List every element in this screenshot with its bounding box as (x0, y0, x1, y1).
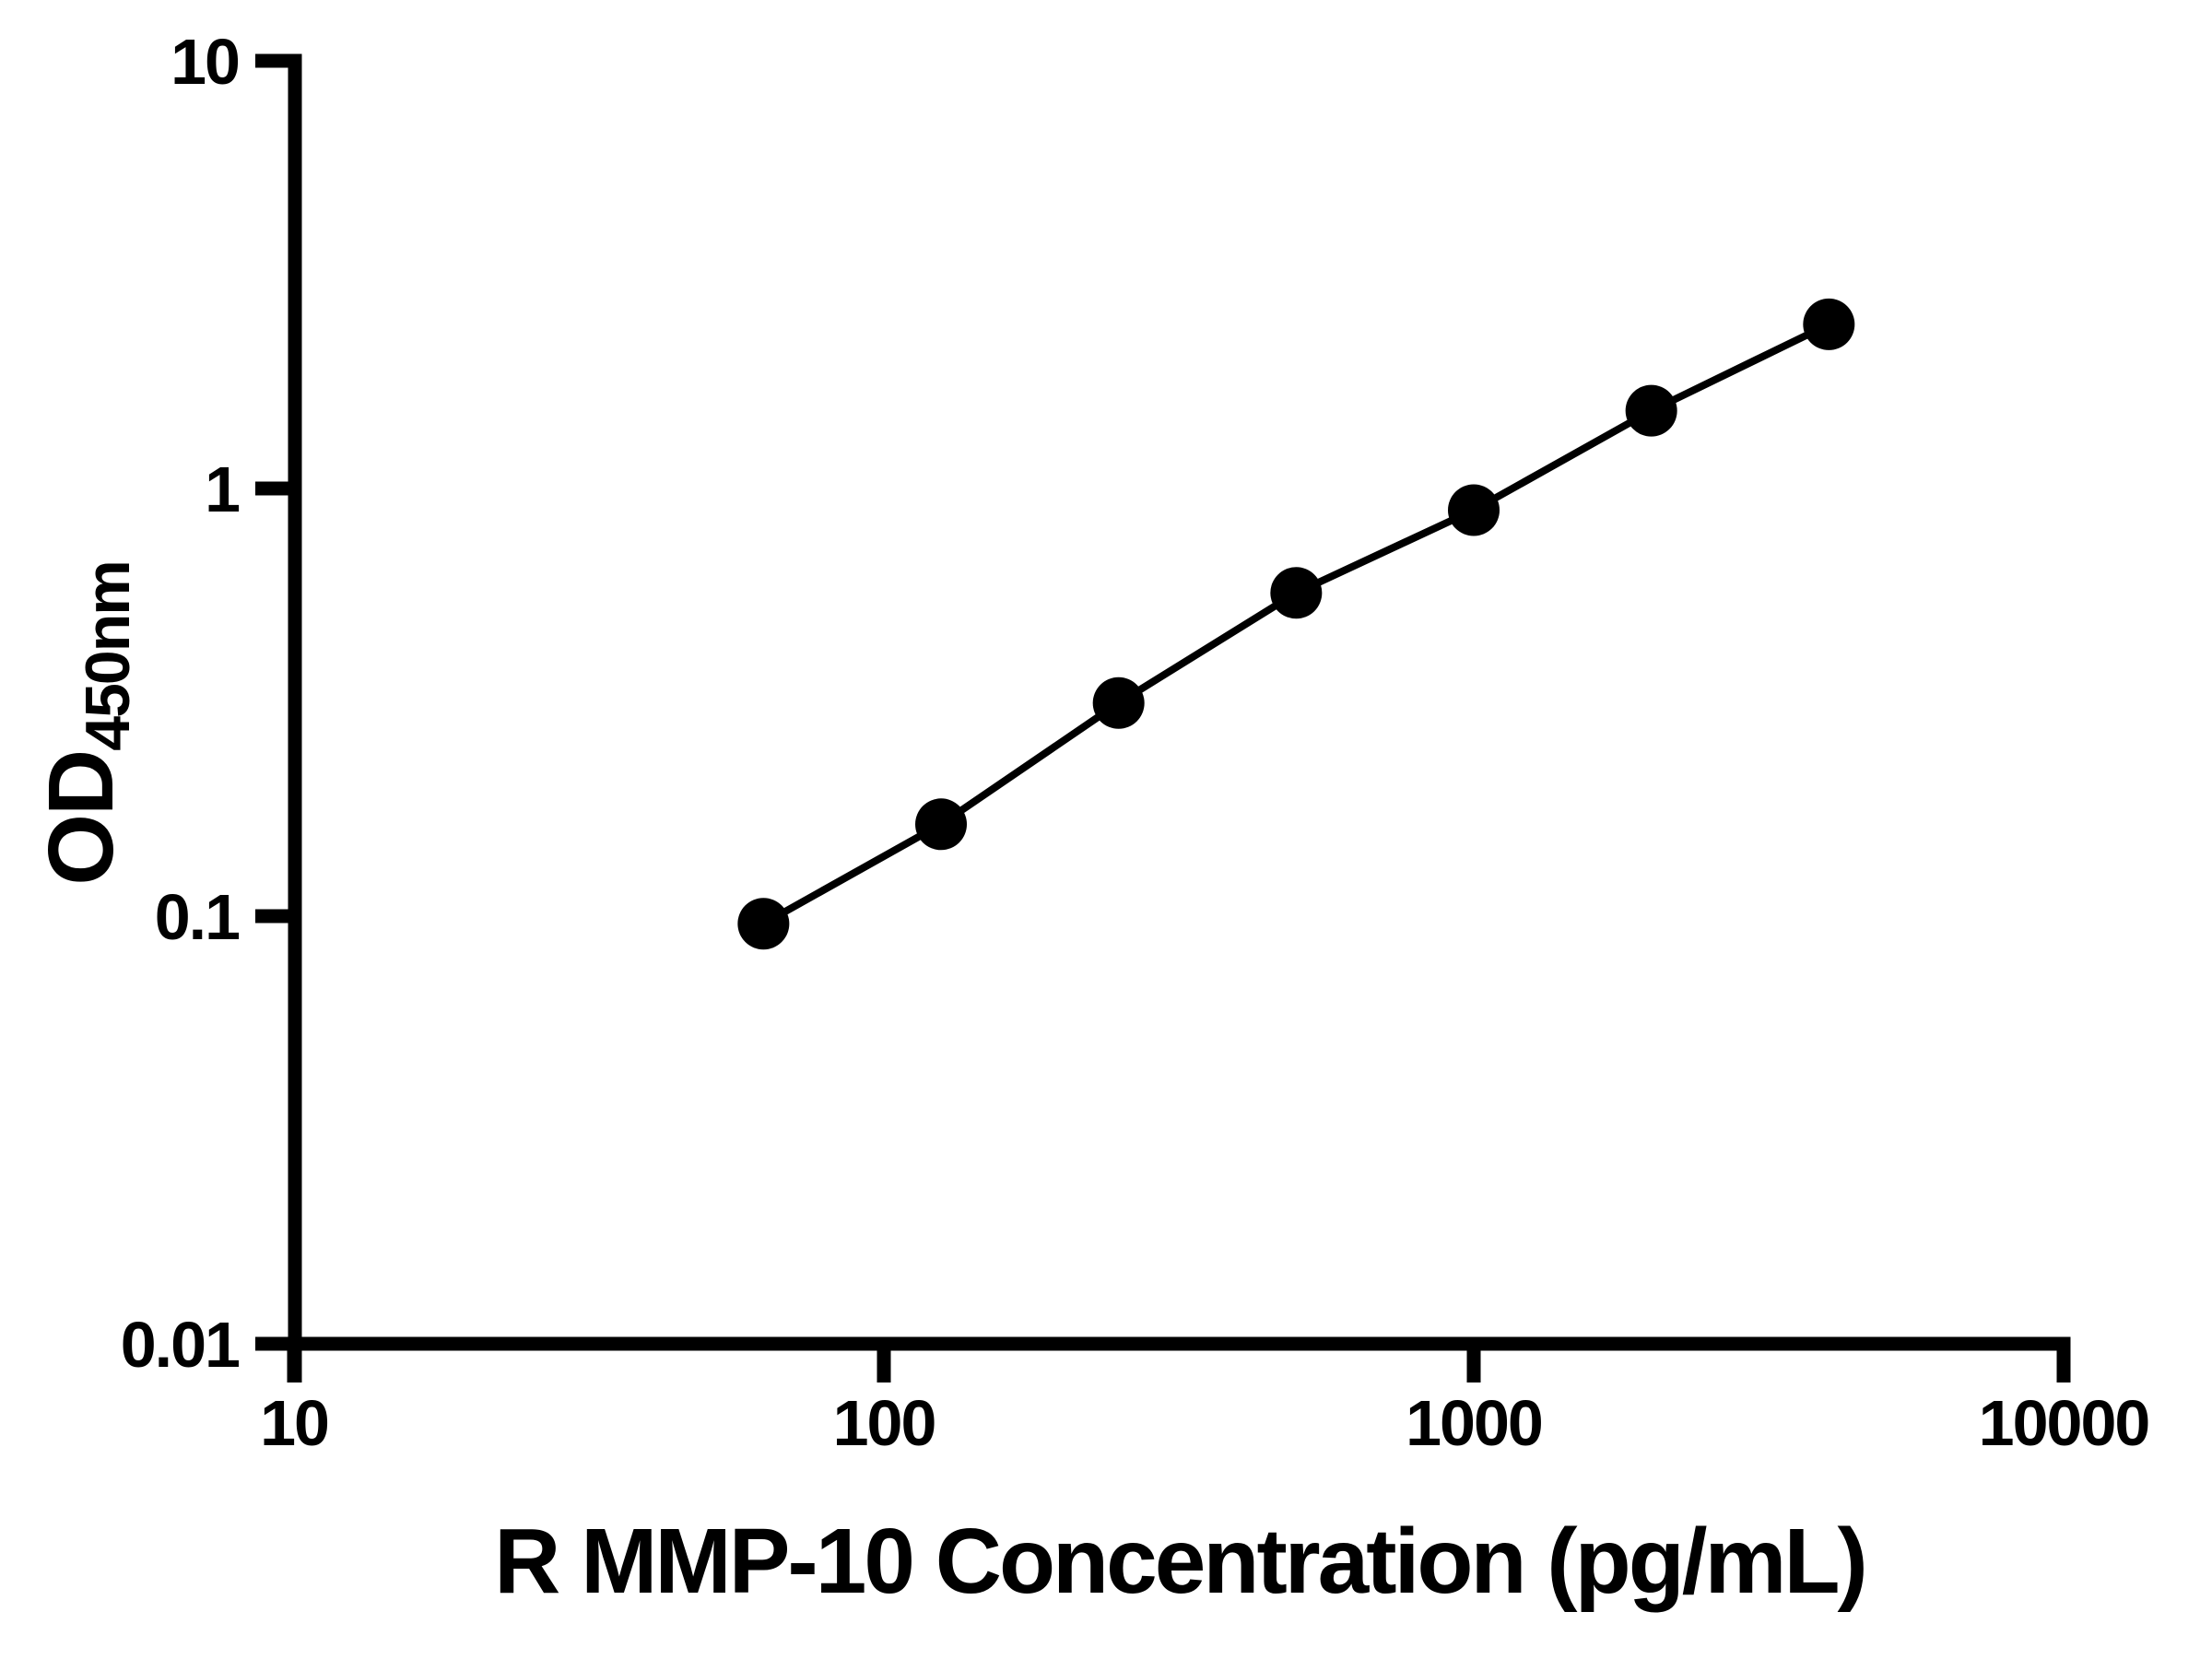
y-axis-title: OD450nm (29, 561, 143, 885)
data-point-125 (915, 798, 968, 851)
x-tick-label-10000: 10000 (1979, 1387, 2149, 1459)
data-point-1000 (1448, 484, 1500, 536)
data-point-500 (1270, 567, 1323, 619)
x-tick-label-10: 10 (260, 1387, 328, 1459)
data-point-4000 (1803, 298, 1855, 350)
x-axis-title: R MMP-10 Concentration (pg/mL) (494, 1510, 1865, 1613)
data-point-2000 (1625, 384, 1677, 437)
y-tick-label-0.01: 0.01 (121, 1309, 239, 1381)
y-tick-label-0.1: 0.1 (155, 881, 239, 953)
data-point-62.5 (737, 898, 790, 950)
data-point-250 (1092, 677, 1145, 729)
x-tick-label-1000: 1000 (1406, 1387, 1542, 1459)
x-tick-label-100: 100 (833, 1387, 935, 1459)
y-axis-title-main: OD (29, 751, 133, 886)
y-axis-title-subscript: 450nm (73, 561, 143, 750)
y-axis-ticks (255, 53, 295, 1351)
axes (287, 53, 2071, 1382)
standard-curve-series (737, 298, 1855, 950)
y-tick-label-10: 10 (171, 26, 239, 98)
x-axis-tick-labels: 10 100 1000 10000 (260, 1387, 2150, 1459)
y-tick-label-1: 1 (205, 453, 239, 525)
y-axis-tick-labels: 0.01 0.1 1 10 (121, 26, 241, 1381)
